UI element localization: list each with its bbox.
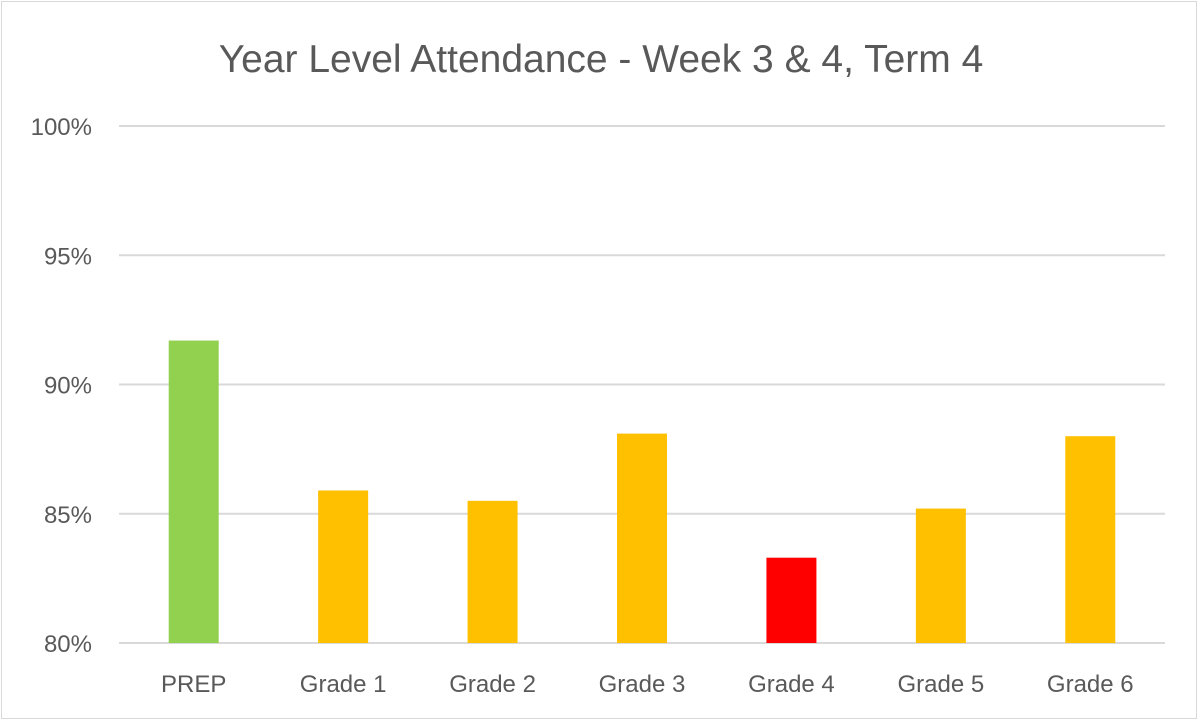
x-tick-label: Grade 6: [1047, 671, 1134, 698]
x-tick-label: Grade 3: [599, 671, 686, 698]
bar-grade-4: [766, 557, 817, 643]
x-axis-tick-labels: PREP Grade 1 Grade 2 Grade 3 Grade 4 Grade 5 G…: [161, 671, 1134, 698]
x-tick-label: Grade 2: [449, 671, 536, 698]
x-tick-label: Grade 1: [300, 671, 387, 698]
gridlines: [119, 125, 1165, 644]
bar-grade-1: [318, 490, 369, 643]
y-tick-label: 100%: [31, 114, 92, 141]
x-tick-label: PREP: [161, 671, 226, 698]
y-tick-label: 85%: [44, 502, 92, 529]
bar-prep: [168, 340, 219, 643]
bar-grade-6: [1065, 436, 1116, 643]
x-tick-label: Grade 4: [748, 671, 835, 698]
bar-grade-3: [617, 433, 667, 643]
y-axis-tick-labels: 80% 85% 90% 95% 100%: [31, 114, 92, 658]
y-tick-label: 90%: [44, 373, 92, 400]
bar-grade-5: [915, 508, 966, 643]
y-tick-label: 80%: [44, 631, 92, 658]
x-tick-label: Grade 5: [897, 671, 984, 698]
chart-title: Year Level Attendance - Week 3 & 4, Term…: [219, 38, 984, 81]
y-tick-label: 95%: [44, 243, 92, 270]
bar-grade-2: [467, 500, 518, 643]
bars: [168, 340, 1116, 643]
